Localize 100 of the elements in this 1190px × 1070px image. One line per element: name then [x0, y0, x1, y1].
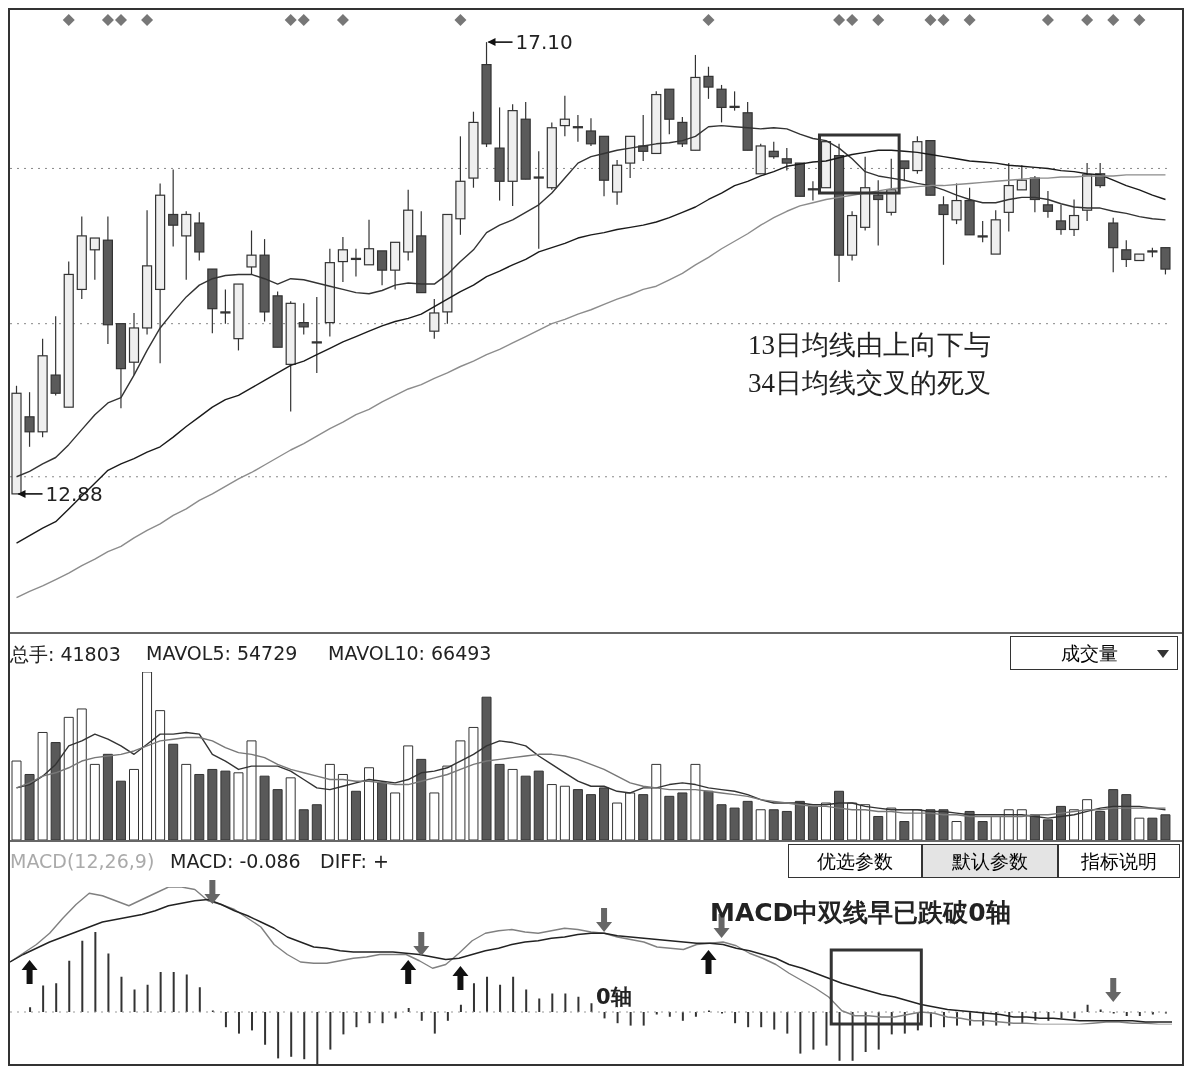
bar	[472, 983, 475, 1012]
candlestick	[168, 168, 179, 248]
bar	[329, 1012, 332, 1050]
ref-line-label: 0轴	[596, 985, 632, 1009]
candlestick	[807, 180, 819, 202]
text: 默认参数	[922, 844, 1058, 878]
candlestick	[703, 66, 714, 100]
candlestick	[559, 95, 570, 137]
bar	[159, 972, 162, 1012]
candlestick	[951, 182, 962, 225]
bar	[368, 1012, 371, 1024]
candlestick	[350, 248, 362, 278]
bar	[486, 976, 489, 1012]
bar	[642, 1012, 645, 1026]
bar	[551, 993, 554, 1012]
bar	[512, 976, 515, 1012]
text: MAVOL5: 54729	[146, 642, 298, 664]
text: 指标说明	[1058, 844, 1180, 878]
candlestick	[89, 237, 100, 281]
annotation: 13日均线由上向下与 34日均线交叉的死叉	[748, 329, 991, 400]
candlestick	[376, 250, 388, 286]
candlestick	[220, 288, 231, 325]
candlestick	[337, 236, 348, 283]
bar	[851, 1012, 854, 1061]
candlestick	[246, 229, 257, 276]
bar	[499, 984, 502, 1012]
text: 总手: 41803	[10, 642, 121, 667]
candlestick	[1160, 247, 1171, 276]
bar	[564, 993, 567, 1012]
bar	[590, 1003, 593, 1012]
bar	[107, 953, 110, 1012]
bar	[433, 1012, 436, 1034]
bar	[224, 1012, 227, 1028]
bar	[747, 1012, 750, 1028]
bar	[734, 1012, 737, 1024]
candlestick	[729, 90, 740, 112]
candlestick	[716, 84, 727, 124]
bar	[237, 1012, 240, 1034]
bar	[185, 974, 188, 1012]
bar	[342, 1012, 345, 1035]
candlestick	[24, 391, 35, 448]
bar	[799, 1012, 802, 1054]
candlestick	[585, 117, 597, 147]
bar	[629, 1012, 632, 1026]
candlestick	[1055, 204, 1067, 236]
bar	[29, 1007, 32, 1012]
bar	[773, 1012, 776, 1030]
candlestick	[298, 302, 309, 335]
bar	[459, 1004, 462, 1012]
bar	[251, 1012, 254, 1031]
bar	[355, 1012, 358, 1028]
bar	[838, 1012, 841, 1061]
text: 成交量	[1061, 642, 1118, 664]
bar	[760, 1012, 763, 1028]
bar	[277, 1012, 280, 1059]
bar	[1138, 1012, 1141, 1016]
candlestick	[533, 150, 544, 250]
bar	[55, 983, 58, 1012]
bar	[264, 1012, 267, 1045]
bar	[812, 1012, 815, 1050]
bar	[420, 1012, 423, 1021]
bar	[198, 987, 201, 1012]
bar	[120, 976, 123, 1012]
bar	[94, 932, 97, 1012]
text: MACD: -0.086	[170, 850, 301, 872]
bar	[133, 989, 136, 1012]
candlestick	[572, 114, 584, 143]
bar	[525, 989, 528, 1012]
candlestick	[1121, 239, 1132, 268]
candlestick	[1016, 164, 1027, 191]
annotation: 17.10	[515, 30, 573, 55]
bar	[381, 1012, 384, 1024]
bar	[1125, 1012, 1128, 1016]
candlestick	[781, 147, 792, 172]
bar	[172, 972, 175, 1012]
bar	[538, 998, 541, 1012]
bar	[577, 996, 580, 1012]
text: MACD(12,26,9)	[10, 850, 155, 872]
candlestick	[977, 220, 988, 243]
text: DIFF: +	[320, 850, 389, 872]
text: 优选参数	[788, 844, 922, 878]
bar	[446, 1012, 449, 1021]
bar	[42, 985, 45, 1012]
bar	[146, 984, 149, 1012]
bar	[303, 1012, 306, 1060]
candlestick	[181, 210, 192, 281]
candlestick	[363, 219, 375, 266]
bar	[786, 1012, 789, 1034]
candlestick	[1068, 198, 1080, 237]
candlestick	[938, 195, 949, 266]
bar	[1086, 1004, 1089, 1012]
candlestick	[311, 296, 322, 374]
candlestick	[429, 298, 440, 340]
annotation: MACD中双线早已跌破0轴	[710, 897, 1011, 929]
candlestick	[873, 179, 884, 247]
bar	[290, 1012, 293, 1057]
candlestick	[1042, 190, 1054, 219]
text: MAVOL10: 66493	[328, 642, 492, 664]
bar	[68, 960, 71, 1012]
bar	[825, 1012, 828, 1046]
